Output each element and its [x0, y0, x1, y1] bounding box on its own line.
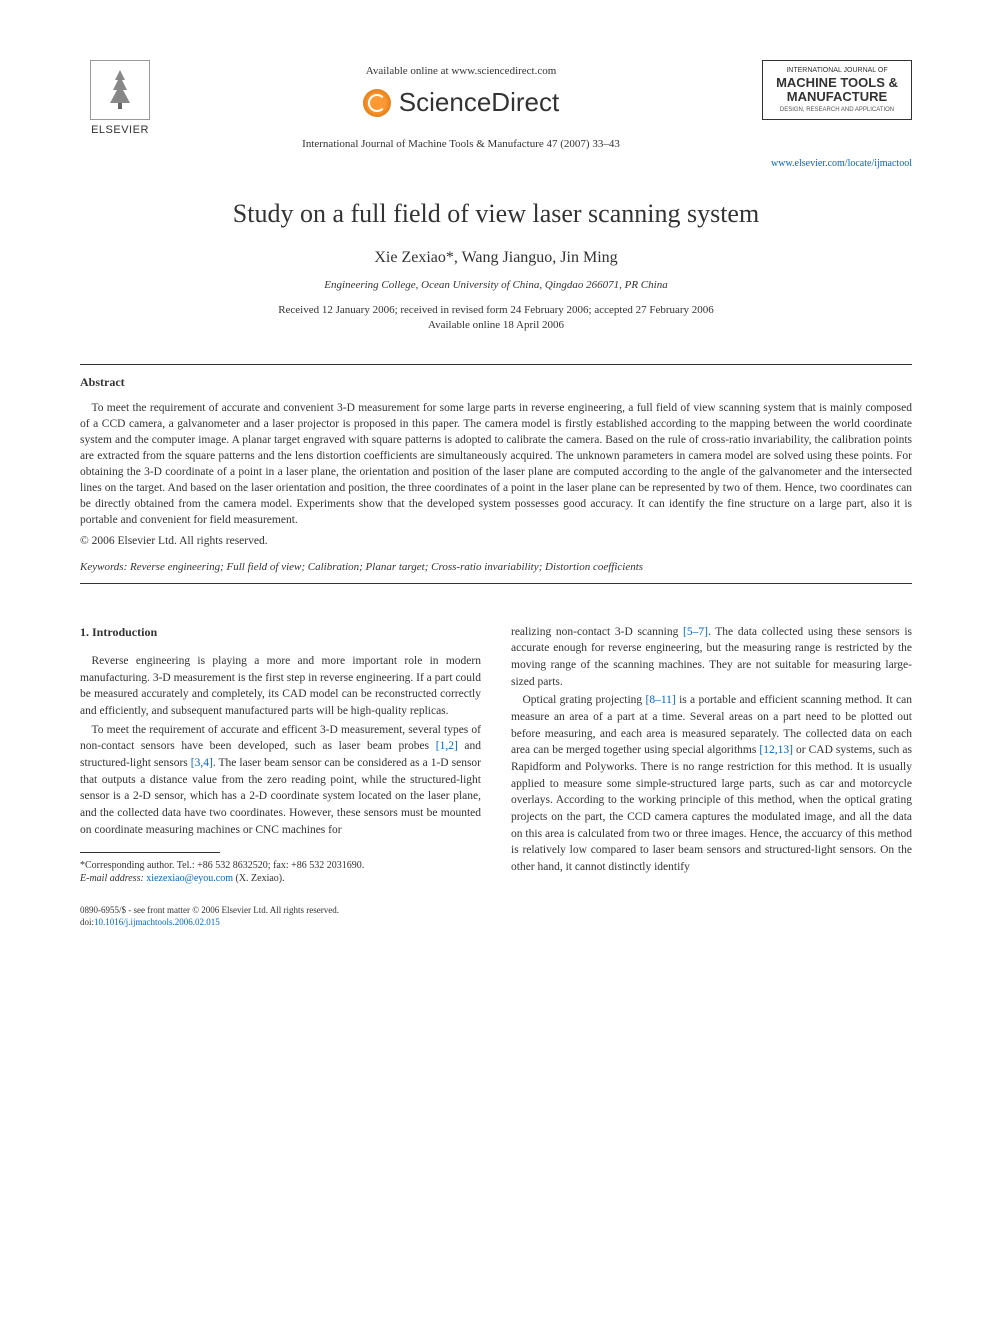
column-right: realizing non-contact 3-D scanning [5–7]… [511, 624, 912, 929]
journal-link[interactable]: www.elsevier.com/locate/ijmactool [80, 158, 912, 169]
para-4: Optical grating projecting [8–11] is a p… [511, 692, 912, 875]
keywords-label: Keywords: [80, 561, 127, 573]
sciencedirect-text: ScienceDirect [399, 87, 559, 118]
footnote-email-label: E-mail address: [80, 873, 144, 884]
journal-box-title: MACHINE TOOLS & MANUFACTURE [769, 76, 905, 105]
section-heading: 1. Introduction [80, 624, 481, 641]
para-2a: To meet the requirement of accurate and … [80, 724, 481, 753]
footer-info: 0890-6955/$ - see front matter © 2006 El… [80, 905, 481, 928]
ref-link-1-2[interactable]: [1,2] [436, 740, 458, 752]
para-4c: or CAD systems, such as Rapidform and Po… [511, 744, 912, 873]
divider-top [80, 364, 912, 365]
ref-link-3-4[interactable]: [3,4] [191, 757, 213, 769]
para-3: realizing non-contact 3-D scanning [5–7]… [511, 624, 912, 691]
para-4a: Optical grating projecting [523, 694, 646, 706]
elsevier-text: ELSEVIER [91, 124, 149, 136]
journal-box-pretitle: INTERNATIONAL JOURNAL OF [769, 67, 905, 74]
para-2: To meet the requirement of accurate and … [80, 722, 481, 839]
article-title: Study on a full field of view laser scan… [80, 199, 912, 229]
journal-box-wrapper: INTERNATIONAL JOURNAL OF MACHINE TOOLS &… [762, 60, 912, 120]
footer-doi-line: doi:10.1016/j.ijmachtools.2006.02.015 [80, 917, 481, 929]
footer-line1: 0890-6955/$ - see front matter © 2006 El… [80, 905, 481, 917]
footnote: *Corresponding author. Tel.: +86 532 863… [80, 859, 481, 885]
article-dates: Received 12 January 2006; received in re… [80, 303, 912, 334]
ref-link-12-13[interactable]: [12,13] [759, 744, 793, 756]
column-left: 1. Introduction Reverse engineering is p… [80, 624, 481, 929]
dates-line2: Available online 18 April 2006 [80, 318, 912, 333]
doi-label: doi: [80, 917, 94, 927]
affiliation: Engineering College, Ocean University of… [80, 279, 912, 291]
keywords-text: Reverse engineering; Full field of view;… [127, 561, 643, 573]
footnote-email[interactable]: xiezexiao@eyou.com [144, 873, 233, 884]
available-online-text: Available online at www.sciencedirect.co… [160, 65, 762, 77]
para-1: Reverse engineering is playing a more an… [80, 653, 481, 720]
footnote-email-line: E-mail address: xiezexiao@eyou.com (X. Z… [80, 872, 481, 885]
doi-link[interactable]: 10.1016/j.ijmachtools.2006.02.015 [94, 917, 220, 927]
journal-cover-box: INTERNATIONAL JOURNAL OF MACHINE TOOLS &… [762, 60, 912, 120]
center-header: Available online at www.sciencedirect.co… [160, 60, 762, 150]
sciencedirect-icon [363, 89, 391, 117]
sciencedirect-logo: ScienceDirect [160, 87, 762, 118]
dates-line1: Received 12 January 2006; received in re… [80, 303, 912, 318]
abstract-body: To meet the requirement of accurate and … [80, 400, 912, 529]
footnote-divider [80, 852, 220, 853]
elsevier-logo: ELSEVIER [80, 60, 160, 136]
authors: Xie Zexiao*, Wang Jianguo, Jin Ming [80, 249, 912, 267]
elsevier-tree-icon [90, 60, 150, 120]
journal-box-subtitle: DESIGN, RESEARCH AND APPLICATION [769, 107, 905, 113]
body-columns: 1. Introduction Reverse engineering is p… [80, 624, 912, 929]
footnote-email-suffix: (X. Zexiao). [233, 873, 285, 884]
keywords: Keywords: Reverse engineering; Full fiel… [80, 561, 912, 573]
abstract-heading: Abstract [80, 375, 912, 390]
copyright-line: © 2006 Elsevier Ltd. All rights reserved… [80, 535, 912, 547]
divider-bottom [80, 583, 912, 584]
journal-citation: International Journal of Machine Tools &… [160, 138, 762, 150]
header-row: ELSEVIER Available online at www.science… [80, 60, 912, 150]
ref-link-8-11[interactable]: [8–11] [646, 694, 676, 706]
footnote-corr: *Corresponding author. Tel.: +86 532 863… [80, 859, 481, 872]
para-3a: realizing non-contact 3-D scanning [511, 626, 683, 638]
ref-link-5-7[interactable]: [5–7] [683, 626, 708, 638]
